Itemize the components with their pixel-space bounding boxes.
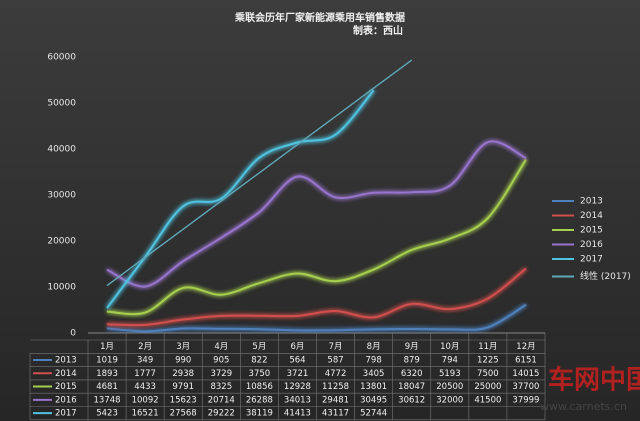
table-cell: 29222 <box>208 409 235 419</box>
trend-line <box>106 59 413 287</box>
table-cell: 27568 <box>170 409 197 419</box>
x-tick-label: 1月 <box>100 342 114 352</box>
chart-subtitle: 制表：西山 <box>353 24 403 37</box>
x-tick-label: 9月 <box>405 342 419 352</box>
table-cell: 9791 <box>172 382 194 392</box>
table-cell: 11258 <box>322 382 349 392</box>
x-tick-label: 11月 <box>478 342 497 352</box>
x-tick-label: 3月 <box>176 342 190 352</box>
table-row-label: 2015 <box>55 382 77 392</box>
series-line <box>106 303 527 333</box>
x-tick-label: 7月 <box>329 342 343 352</box>
legend-label: 线性 (2017) <box>580 270 631 282</box>
table-cell: 13801 <box>360 382 387 392</box>
table-cell: 564 <box>289 355 305 365</box>
table-cell: 41413 <box>284 409 311 419</box>
table-cell: 20714 <box>208 395 235 405</box>
table-cell: 30612 <box>398 395 425 405</box>
table-cell: 798 <box>366 355 382 365</box>
table-cell: 25000 <box>474 382 501 392</box>
table-cell: 6151 <box>515 355 537 365</box>
chart-title: 乘联会历年厂家新能源乘用车销售数据 <box>234 11 405 24</box>
y-tick-label: 20000 <box>47 237 76 247</box>
series-line <box>106 140 527 288</box>
table-cell: 587 <box>327 355 343 365</box>
x-tick-label: 12月 <box>516 342 535 352</box>
table-cell: 4772 <box>325 369 347 379</box>
table-cell: 349 <box>137 355 153 365</box>
table-cell: 1019 <box>96 355 118 365</box>
x-tick-label: 6月 <box>290 342 304 352</box>
series-line <box>106 89 375 309</box>
table-cell: 10092 <box>132 395 159 405</box>
watermark: 车网中国 <box>548 365 640 396</box>
table-cell: 3405 <box>363 369 385 379</box>
table-cell: 822 <box>251 355 267 365</box>
table-cell: 3750 <box>249 369 271 379</box>
table-cell: 6320 <box>401 369 423 379</box>
table-cell: 37700 <box>512 382 539 392</box>
table-cell: 1225 <box>477 355 499 365</box>
table-cell: 14015 <box>512 369 539 379</box>
legend-label: 2013 <box>580 197 603 207</box>
table-cell: 905 <box>213 355 229 365</box>
y-tick-label: 60000 <box>47 53 76 63</box>
table-cell: 4681 <box>96 382 118 392</box>
table-row-label: 2013 <box>55 355 77 365</box>
y-tick-label: 40000 <box>47 145 76 155</box>
table-cell: 5193 <box>439 369 461 379</box>
table-cell: 16521 <box>132 409 159 419</box>
y-tick-label: 30000 <box>47 191 76 201</box>
table-cell: 8325 <box>210 382 232 392</box>
y-tick-label: 0 <box>70 329 76 339</box>
x-tick-label: 10月 <box>440 342 459 352</box>
table-cell: 12928 <box>284 382 311 392</box>
table-cell: 52744 <box>360 409 387 419</box>
x-tick-label: 4月 <box>214 342 228 352</box>
table-row-label: 2014 <box>55 369 77 379</box>
table-cell: 37999 <box>512 395 539 405</box>
x-tick-label: 8月 <box>367 342 381 352</box>
table-cell: 3729 <box>210 369 232 379</box>
table-cell: 5423 <box>96 409 118 419</box>
table-cell: 20500 <box>436 382 463 392</box>
legend-label: 2015 <box>580 226 603 236</box>
legend-label: 2017 <box>580 255 603 265</box>
table-cell: 990 <box>175 355 191 365</box>
table-cell: 43117 <box>322 409 349 419</box>
table-cell: 26288 <box>246 395 273 405</box>
y-tick-label: 50000 <box>47 99 76 109</box>
legend-label: 2014 <box>580 211 603 221</box>
table-cell: 30495 <box>360 395 387 405</box>
table-cell: 1893 <box>96 369 118 379</box>
table-row-label: 2016 <box>55 395 77 405</box>
table-cell: 879 <box>404 355 420 365</box>
table-cell: 2938 <box>172 369 194 379</box>
y-tick-label: 10000 <box>47 283 76 293</box>
table-cell: 29481 <box>322 395 349 405</box>
series-line <box>106 159 527 316</box>
series-line <box>107 267 527 327</box>
table-cell: 18047 <box>398 382 425 392</box>
x-tick-label: 2月 <box>138 342 152 352</box>
legend-label: 2016 <box>580 240 603 250</box>
table-cell: 32000 <box>436 395 463 405</box>
table-cell: 4433 <box>134 382 156 392</box>
table-cell: 38119 <box>246 409 273 419</box>
table-row-label: 2017 <box>55 409 77 419</box>
table-cell: 15623 <box>170 395 197 405</box>
watermark-url: www.carnets.cn <box>540 400 627 413</box>
table-cell: 10856 <box>246 382 273 392</box>
table-cell: 1777 <box>134 369 156 379</box>
table-cell: 794 <box>442 355 458 365</box>
table-cell: 34013 <box>284 395 311 405</box>
table-cell: 7500 <box>477 369 499 379</box>
table-cell: 41500 <box>474 395 501 405</box>
table-cell: 3721 <box>287 369 309 379</box>
x-tick-label: 5月 <box>252 342 266 352</box>
table-cell: 13748 <box>94 395 121 405</box>
